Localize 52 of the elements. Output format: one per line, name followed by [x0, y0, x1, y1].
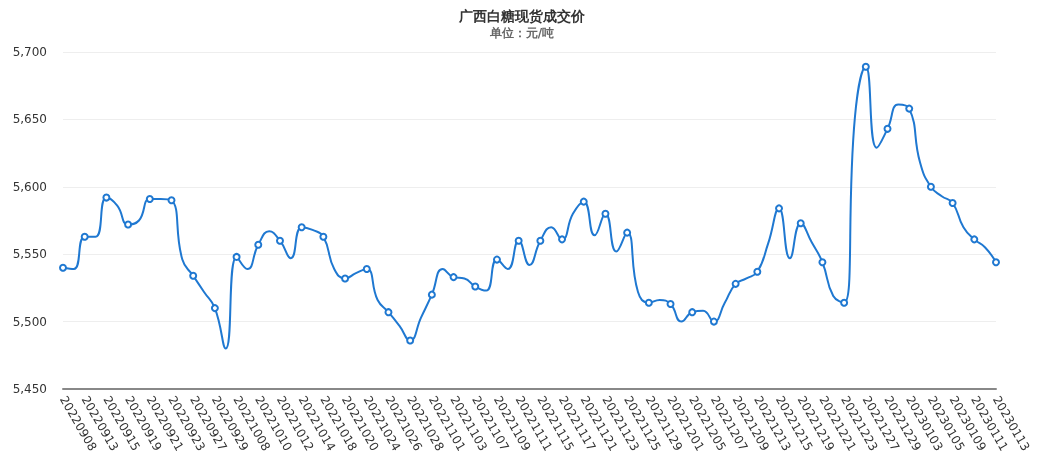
point	[840, 298, 849, 307]
point	[362, 265, 371, 274]
y-tick-label: 5,600	[12, 179, 47, 194]
point	[59, 263, 67, 272]
point	[492, 255, 501, 264]
point	[406, 336, 415, 345]
point	[709, 317, 718, 326]
point	[449, 273, 458, 282]
chart-title: 广西白糖现货成交价	[458, 8, 586, 24]
point	[471, 282, 480, 291]
point	[297, 223, 306, 232]
point	[731, 279, 740, 288]
point	[948, 198, 957, 207]
point	[80, 232, 89, 241]
point	[232, 252, 241, 261]
point	[688, 308, 697, 317]
y-tick-label: 5,550	[12, 247, 47, 262]
point	[992, 258, 1000, 267]
point	[905, 104, 914, 113]
point	[601, 209, 610, 218]
point	[427, 290, 436, 299]
point	[189, 271, 198, 280]
point	[970, 235, 979, 244]
y-tick-label: 5,700	[12, 45, 47, 59]
point	[883, 124, 892, 133]
point	[145, 194, 154, 203]
point	[926, 182, 935, 191]
point	[102, 193, 111, 202]
point	[124, 220, 133, 229]
y-tick-label: 5,500	[12, 314, 47, 329]
point	[623, 228, 632, 237]
point	[536, 236, 545, 245]
point	[384, 308, 393, 317]
point	[818, 258, 827, 267]
point	[753, 267, 762, 276]
point	[167, 196, 176, 205]
point	[775, 204, 784, 213]
point	[579, 197, 588, 206]
point	[644, 298, 653, 307]
y-tick-label: 5,450	[12, 382, 47, 396]
y-tick-label: 5,650	[12, 112, 47, 127]
point	[666, 300, 675, 309]
point	[558, 235, 567, 244]
point	[275, 236, 284, 245]
point	[341, 274, 350, 283]
point	[514, 236, 523, 245]
point	[796, 219, 805, 228]
point	[210, 304, 219, 313]
chart-subtitle: 单位：元/吨	[488, 26, 555, 40]
point	[861, 62, 870, 71]
point	[254, 240, 263, 249]
point	[319, 232, 328, 241]
